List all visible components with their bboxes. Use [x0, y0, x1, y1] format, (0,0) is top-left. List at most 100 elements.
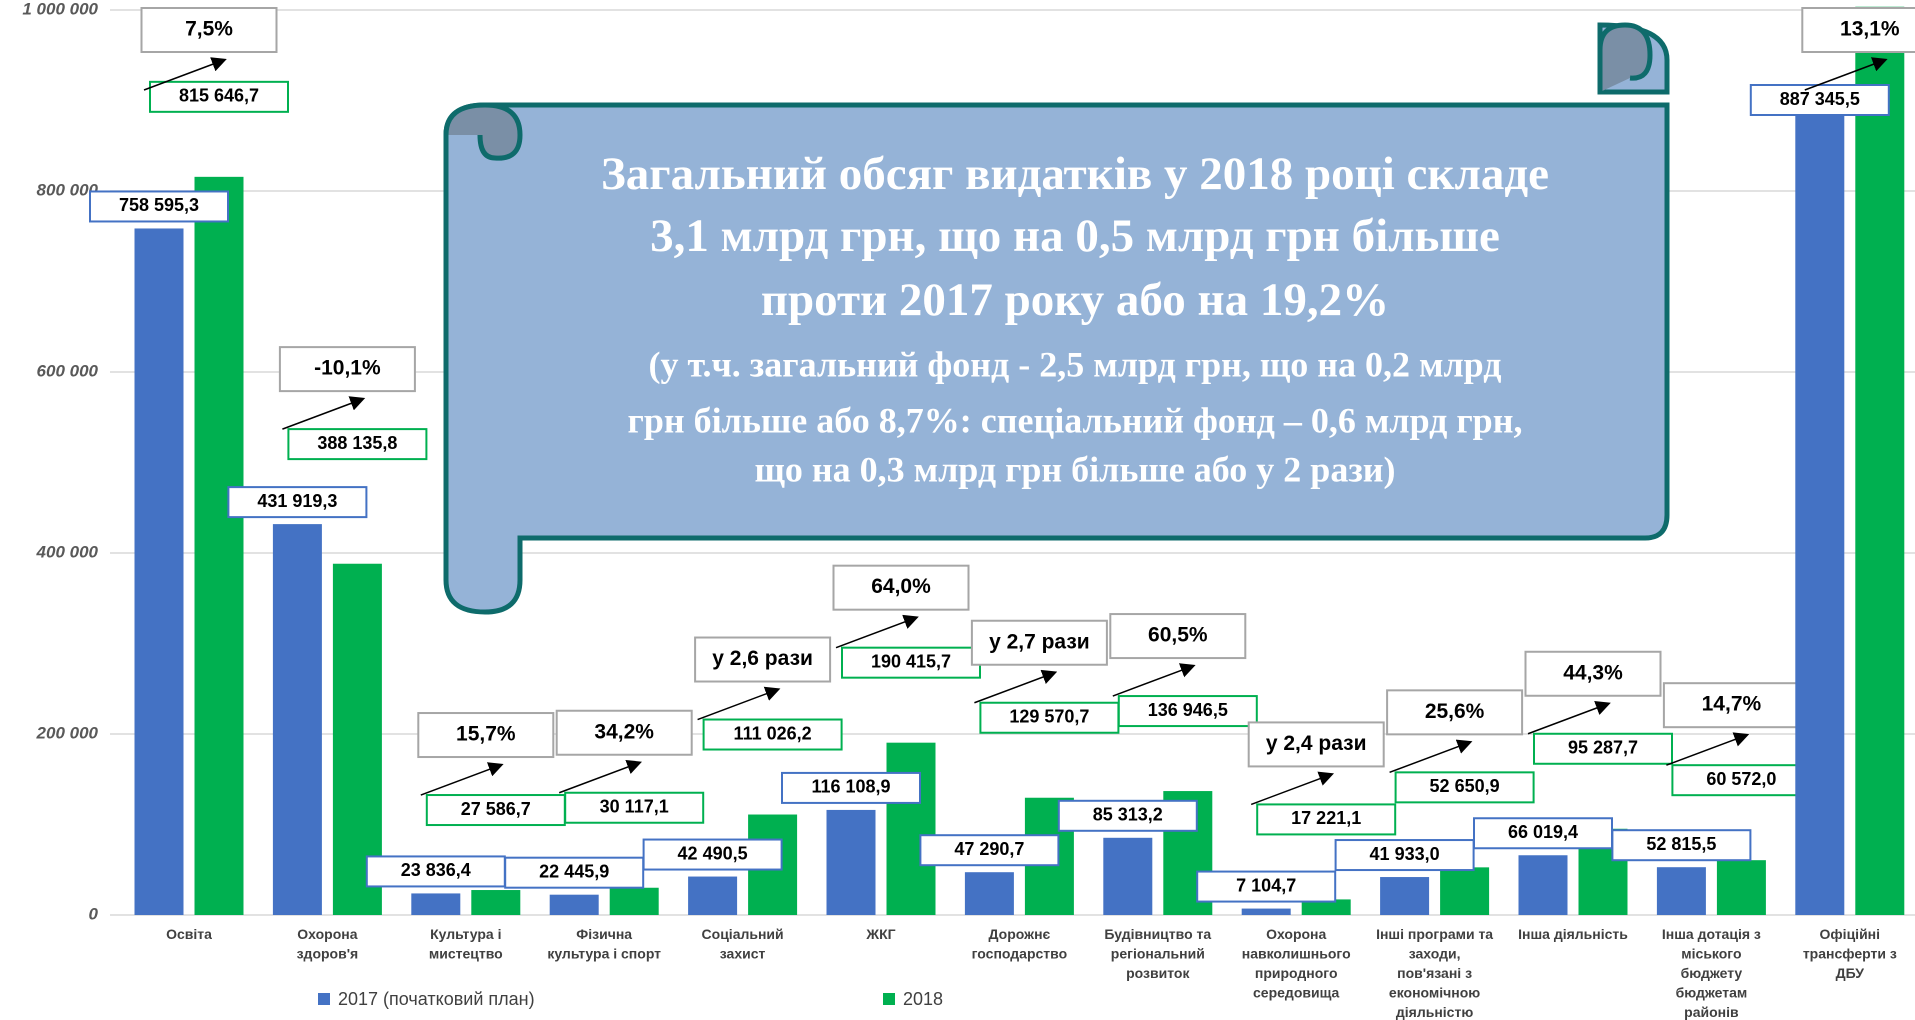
x-tick-label: Фізична культура і спорт	[547, 926, 661, 962]
x-tick-label: ЖКГ	[865, 926, 895, 942]
change-arrow	[974, 669, 1058, 704]
value-label-box	[425, 794, 566, 827]
change-label: 14,7%	[1702, 693, 1762, 716]
legend-label: 2017 (початковий план)	[338, 989, 535, 1009]
plot: 0 200 000 400 000 600 000 800 000 1 000 000 Ос…	[22, 0, 1915, 1020]
bar	[609, 887, 659, 915]
value-label: 111 026,2	[734, 723, 812, 743]
value-label-box	[1394, 771, 1535, 804]
bar	[886, 742, 936, 915]
value-label: 129 570,7	[1009, 706, 1089, 726]
bar	[1241, 908, 1291, 915]
bar	[688, 876, 738, 915]
x-tick-label: Охорона навколишнього природного середовища	[1242, 926, 1351, 1001]
value-label: 136 946,5	[1148, 700, 1228, 720]
value-label: 388 135,8	[317, 433, 397, 453]
change-label-box	[1662, 682, 1800, 729]
bar	[1518, 855, 1568, 915]
bar	[964, 872, 1014, 915]
value-label-box	[1749, 84, 1890, 116]
x-tick-label: Інші програми та заходи, пов'язані з економ…	[1376, 926, 1493, 1020]
change-label: 64,0%	[871, 575, 931, 598]
change-label: у 2,6 рази	[712, 647, 813, 670]
change-label: у 2,4 рази	[1266, 732, 1367, 755]
bar	[134, 228, 184, 915]
change-arrow	[143, 57, 227, 91]
change-label-box	[970, 619, 1108, 666]
y-tick-label: 1 000 000	[22, 0, 98, 18]
value-label: 17 221,1	[1291, 808, 1361, 828]
change-label-box	[140, 7, 278, 53]
value-label: 95 287,7	[1568, 738, 1638, 758]
value-label: 85 313,2	[1093, 805, 1163, 825]
banner-text: 3,1 млрд грн, що на 0,5 млрд грн більше	[650, 210, 1500, 262]
y-tick-label: 400 000	[36, 542, 99, 561]
change-arrow	[420, 762, 504, 796]
legend-label: 2018	[903, 989, 943, 1009]
change-label-box	[1524, 650, 1662, 697]
change-arrow	[697, 686, 781, 721]
bar	[1301, 899, 1351, 915]
change-label-box	[1801, 7, 1915, 53]
y-tick-label: 600 000	[37, 361, 99, 380]
value-label: 116 108,9	[811, 777, 890, 797]
x-tick-label: Культура і мистецтво	[429, 926, 503, 962]
value-label-box	[1057, 799, 1198, 832]
change-label-box	[417, 712, 555, 759]
change-arrow	[1527, 700, 1611, 735]
value-label: 47 290,7	[954, 839, 1024, 859]
change-label-box	[1247, 721, 1385, 768]
change-label: 15,7%	[456, 723, 516, 746]
bar	[1656, 867, 1706, 915]
change-arrow	[1112, 663, 1196, 697]
change-label: 7,5%	[185, 18, 233, 41]
x-tick-label: Інша дотація з міського бюджету бюджетам рай…	[1662, 926, 1761, 1020]
bar	[826, 809, 876, 915]
change-label: 44,3%	[1563, 661, 1623, 684]
value-label-box	[504, 856, 645, 889]
value-label-box	[149, 80, 289, 113]
banner: Загальний обсяг видатків у 2018 році скл…	[443, 22, 1670, 615]
x-tick-label: Охорона здоров'я	[297, 926, 359, 962]
value-label-box	[919, 834, 1060, 867]
value-label: 30 117,1	[600, 796, 669, 816]
x-tick-label: Офіційні трансферти з ДБУ	[1803, 926, 1897, 981]
x-tick-label: Соціальний захист	[702, 926, 784, 962]
change-label: -10,1%	[314, 357, 381, 380]
change-arrow	[1804, 57, 1888, 91]
value-label-box	[1117, 695, 1258, 728]
value-label: 27 586,7	[461, 799, 531, 819]
value-label-box	[642, 838, 783, 871]
banner-text: грн більше або 8,7%: спеціальний фонд – …	[628, 400, 1523, 440]
value-label-box	[365, 855, 506, 888]
banner-text: (у т.ч. загальний фонд - 2,5 млрд грн, щ…	[649, 344, 1502, 384]
bar	[471, 890, 521, 915]
change-label-box	[1109, 613, 1247, 660]
value-label: 52 815,5	[1646, 834, 1716, 854]
change-label-box	[555, 709, 693, 756]
value-label-box	[564, 791, 705, 824]
banner-text: проти 2017 року або на 19,2%	[761, 274, 1389, 326]
y-tick-label: 0	[89, 904, 99, 923]
change-label-box	[1386, 689, 1524, 736]
change-arrow	[558, 759, 643, 794]
bar	[549, 894, 599, 915]
bar	[272, 524, 322, 915]
value-label-box	[227, 486, 368, 519]
value-label-box	[1334, 839, 1475, 872]
value-label: 52 650,9	[1430, 776, 1500, 796]
bar	[1380, 877, 1430, 915]
value-label: 7 104,7	[1236, 875, 1296, 895]
value-label-box	[1671, 764, 1812, 797]
x-tick-label: Дорожнє господарство	[972, 926, 1067, 962]
value-label-box	[702, 718, 843, 751]
change-label: у 2,7 рази	[989, 630, 1090, 653]
legend-swatch	[318, 993, 330, 1005]
bar	[1440, 867, 1490, 915]
change-arrow	[1389, 739, 1473, 774]
change-label-box	[832, 564, 970, 611]
value-label: 41 933,0	[1370, 844, 1440, 864]
value-label: 887 345,5	[1780, 89, 1860, 109]
change-label: 60,5%	[1148, 624, 1208, 647]
